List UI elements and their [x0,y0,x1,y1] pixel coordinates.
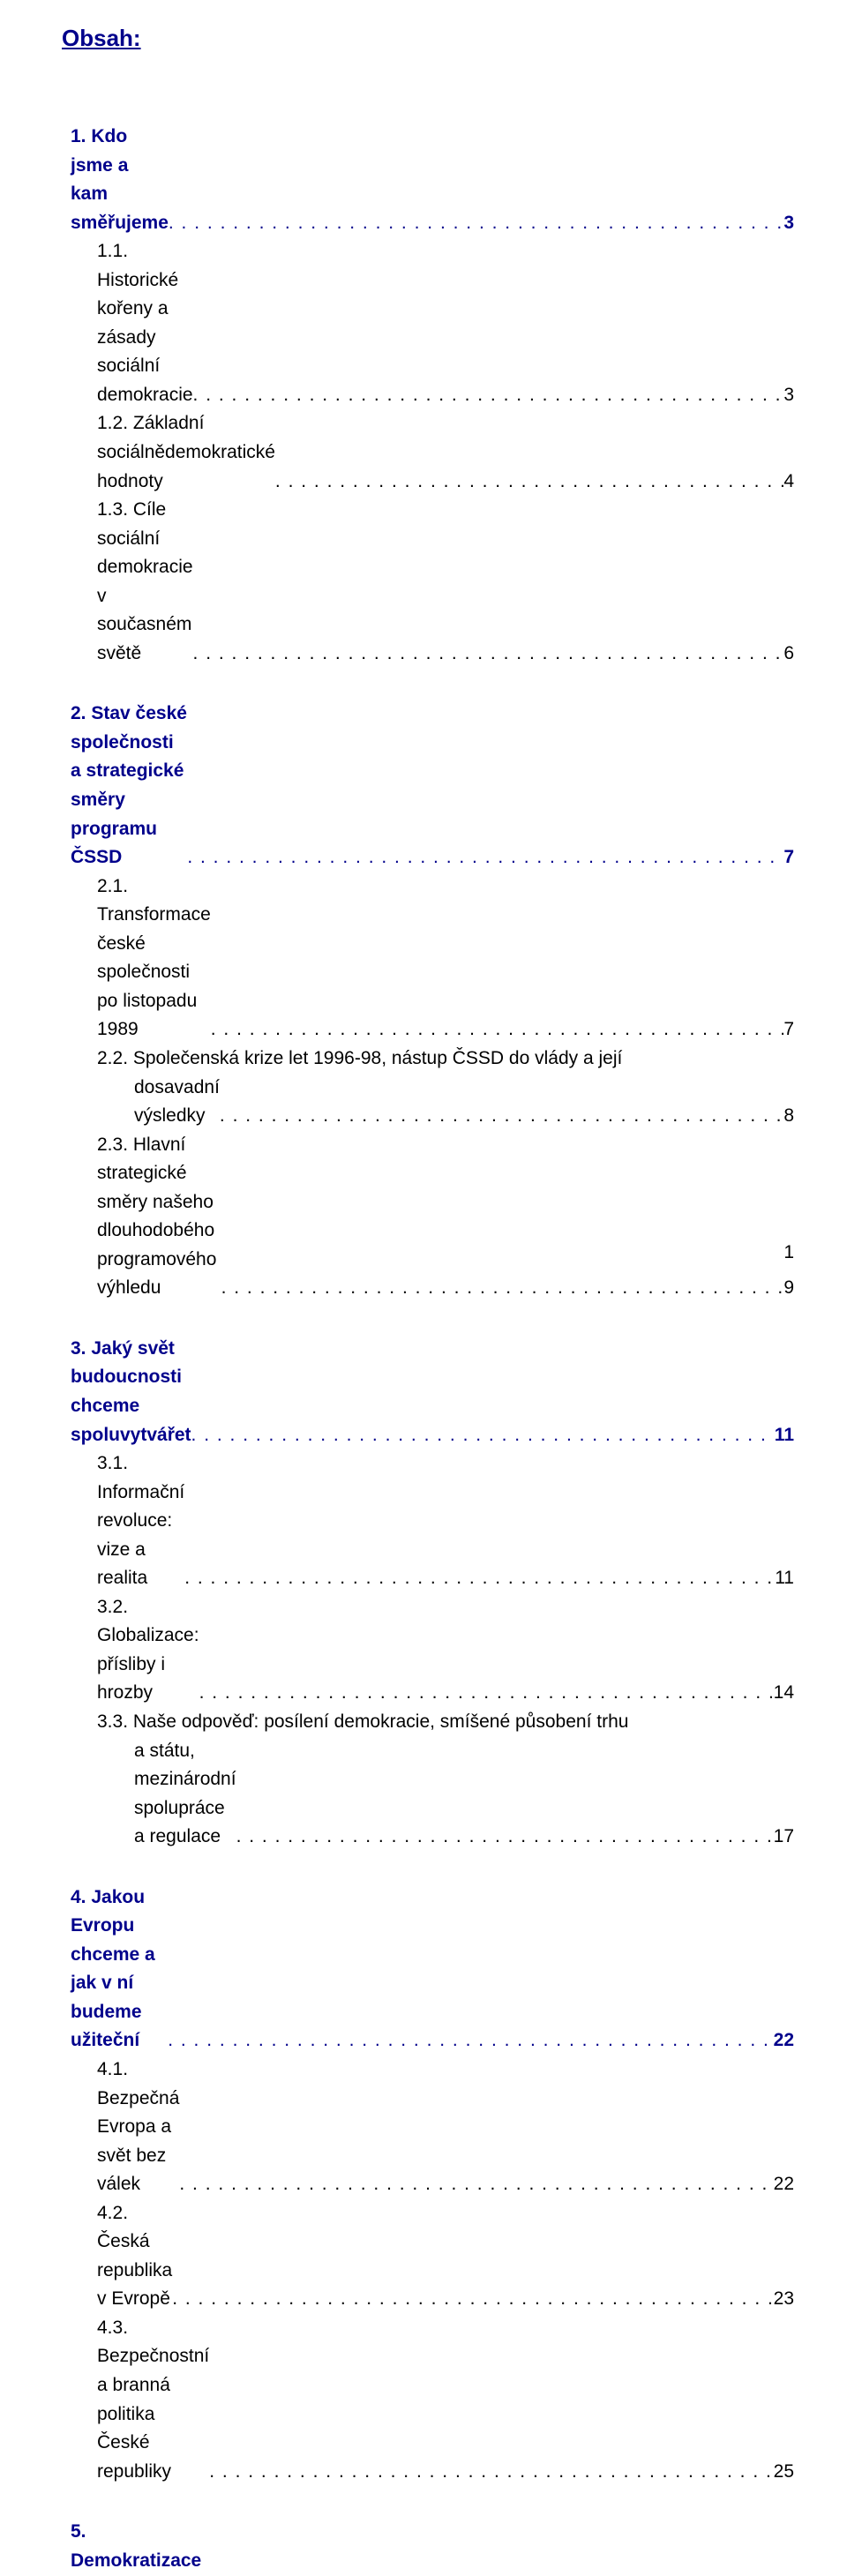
toc-leader: . . . . . . . . . . . . . . . . . . . . … [193,640,784,669]
toc-page-number: 23 [774,2285,794,2314]
toc-leader: . . . . . . . . . . . . . . . . . . . . … [187,843,783,872]
toc-heading-row: 3. Jaký svět budoucnosti chceme spoluvyt… [71,1335,794,1449]
toc-heading-row: 1. Kdo jsme a kam směřujeme . . . . . . … [71,123,794,237]
toc-entry-text: 2.1. Transformace české společnosti po l… [97,872,211,1045]
toc-row: 3.1. Informační revoluce: vize a realita… [97,1449,794,1593]
toc-row: 2.2. Společenská krize let 1996-98, nást… [97,1045,794,1074]
toc-page-number: 22 [774,2170,794,2199]
toc-entry-text: 3.1. Informační revoluce: vize a realita [97,1449,184,1593]
toc-entry-text: a státu, mezinárodní spolupráce a regula… [134,1737,236,1852]
toc-section: 2. Stav české společnosti a strategické … [71,700,794,1302]
toc-container: 1. Kdo jsme a kam směřujeme . . . . . . … [71,123,794,2576]
toc-entry-text: 1.3. Cíle sociální demokracie v současné… [97,496,193,668]
toc-leader: . . . . . . . . . . . . . . . . . . . . … [220,1102,783,1131]
page-number: 1 [783,1242,794,1263]
toc-page-number: 6 [783,640,794,669]
toc-section: 3. Jaký svět budoucnosti chceme spoluvyt… [71,1335,794,1852]
toc-entry-text: 3.3. Naše odpověď: posílení demokracie, … [97,1708,628,1737]
toc-heading-row: 2. Stav české společnosti a strategické … [71,700,794,872]
toc-entry-text: 5. Demokratizace státu, svoboda, zúčastn… [71,2518,201,2576]
toc-row: 1.1. Historické kořeny a zásady sociální… [97,237,794,409]
toc-leader: . . . . . . . . . . . . . . . . . . . . … [168,2026,773,2056]
toc-row: 4.2. Česká republika v Evropě . . . . . … [97,2199,794,2314]
toc-page-number: 25 [774,2458,794,2487]
toc-row: a státu, mezinárodní spolupráce a regula… [134,1737,794,1852]
toc-leader: . . . . . . . . . . . . . . . . . . . . … [199,1679,774,1708]
toc-entry-text: 4.2. Česká republika v Evropě [97,2199,172,2314]
toc-section: 1. Kdo jsme a kam směřujeme . . . . . . … [71,123,794,668]
toc-leader: . . . . . . . . . . . . . . . . . . . . … [275,468,783,497]
toc-leader: . . . . . . . . . . . . . . . . . . . . … [211,1015,784,1045]
toc-page-number: 11 [775,1421,794,1450]
toc-row: 4.3. Bezpečnostní a branná politika Česk… [97,2314,794,2486]
toc-row: 3.2. Globalizace: přísliby i hrozby . . … [97,1593,794,1708]
toc-leader: . . . . . . . . . . . . . . . . . . . . … [236,1823,774,1852]
toc-heading-row: 5. Demokratizace státu, svoboda, zúčastn… [71,2518,794,2576]
toc-page-number: 17 [774,1823,794,1852]
toc-entry-text: 1. Kdo jsme a kam směřujeme [71,123,169,237]
toc-page-number: 3 [783,381,794,410]
toc-entry-text: 2.3. Hlavní strategické směry našeho dlo… [97,1131,221,1303]
document-title: Obsah: [62,25,794,52]
toc-entry-text: 4.1. Bezpečná Evropa a svět bez válek [97,2056,179,2199]
toc-row: 3.3. Naše odpověď: posílení demokracie, … [97,1708,794,1737]
toc-page-number: 3 [783,209,794,238]
toc-leader: . . . . . . . . . . . . . . . . . . . . … [193,381,784,410]
toc-entry-text: 3. Jaký svět budoucnosti chceme spoluvyt… [71,1335,191,1449]
toc-entry-text: 2. Stav české společnosti a strategické … [71,700,187,872]
toc-page-number: 14 [774,1679,794,1708]
toc-row: 2.3. Hlavní strategické směry našeho dlo… [97,1131,794,1303]
toc-entry-text: 1.1. Historické kořeny a zásady sociální… [97,237,193,409]
toc-entry-text: 1.2. Základní sociálnědemokratické hodno… [97,409,275,496]
toc-leader: . . . . . . . . . . . . . . . . . . . . … [191,1421,775,1450]
toc-page-number: 8 [783,1102,794,1131]
toc-page-number: 9 [783,1274,794,1303]
toc-section: 4. Jakou Evropu chceme a jak v ní budeme… [71,1883,794,2486]
toc-leader: . . . . . . . . . . . . . . . . . . . . … [172,2285,773,2314]
toc-entry-text: 4. Jakou Evropu chceme a jak v ní budeme… [71,1883,168,2056]
toc-leader: . . . . . . . . . . . . . . . . . . . . … [184,1564,775,1593]
toc-page-number: 7 [783,843,794,872]
toc-entry-text: 4.3. Bezpečnostní a branná politika Česk… [97,2314,209,2486]
toc-row: 2.1. Transformace české společnosti po l… [97,872,794,1045]
toc-page-number: 7 [783,1015,794,1045]
toc-page-number: 11 [775,1564,794,1593]
toc-row: 1.2. Základní sociálnědemokratické hodno… [97,409,794,496]
toc-page-number: 22 [774,2026,794,2056]
toc-row: dosavadní výsledky . . . . . . . . . . .… [134,1074,794,1131]
toc-section: 5. Demokratizace státu, svoboda, zúčastn… [71,2518,794,2576]
toc-page-number: 4 [783,468,794,497]
toc-entry-text: 2.2. Společenská krize let 1996-98, nást… [97,1045,622,1074]
toc-leader: . . . . . . . . . . . . . . . . . . . . … [179,2170,773,2199]
toc-leader: . . . . . . . . . . . . . . . . . . . . … [169,209,783,238]
toc-leader: . . . . . . . . . . . . . . . . . . . . … [221,1274,784,1303]
toc-leader: . . . . . . . . . . . . . . . . . . . . … [209,2458,773,2487]
toc-row: 4.1. Bezpečná Evropa a svět bez válek . … [97,2056,794,2199]
toc-entry-text: 3.2. Globalizace: přísliby i hrozby [97,1593,199,1708]
toc-row: 1.3. Cíle sociální demokracie v současné… [97,496,794,668]
toc-heading-row: 4. Jakou Evropu chceme a jak v ní budeme… [71,1883,794,2056]
toc-entry-text: dosavadní výsledky [134,1074,220,1131]
